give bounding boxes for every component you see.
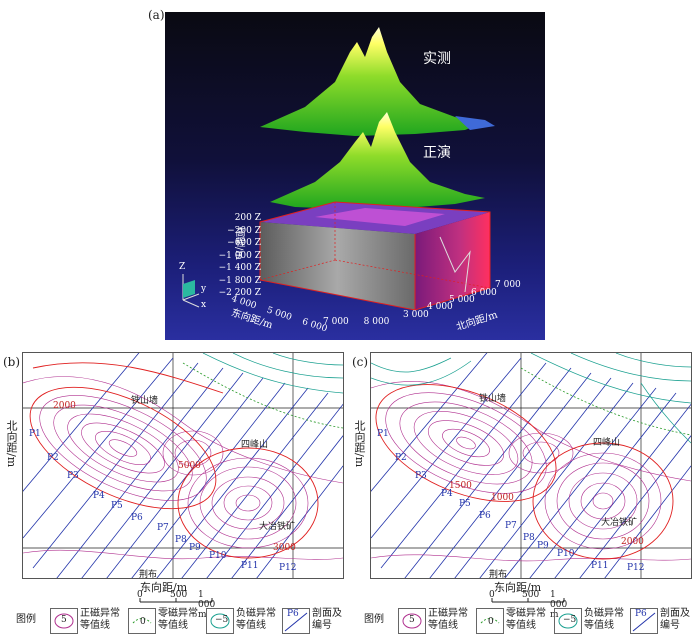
profile-p1-c: P1 [377, 429, 389, 439]
panel-c-y-axis-label: 北向距/m [353, 420, 366, 468]
place-tieshanqiang-c: 铁山墙 [479, 394, 507, 404]
north-tick-0: 3 000 [403, 310, 429, 320]
elevation-ticks: 200 Z −200 Z −600 Z −1 000 Z −1 400 Z −1… [218, 213, 261, 298]
profile-p6-b: P6 [131, 513, 143, 523]
profile-p12-c: P12 [627, 563, 645, 573]
panel-b-map: 铁山墙 四峰山 大冶铁矿 荆布 2000 5000 3000 P1 P2 P3 … [22, 352, 344, 579]
contour-c-1: 1000 [491, 493, 514, 503]
panel-a-label: (a) [148, 8, 165, 22]
profile-p3-b: P3 [67, 471, 79, 481]
profile-p6-c: P6 [479, 511, 491, 521]
profile-p7-b: P7 [157, 523, 169, 533]
place-sifengshan-b: 四峰山 [241, 440, 269, 450]
triad-x: x [201, 300, 207, 310]
elevation-axis-label: 高程/m [233, 227, 244, 260]
forward-surface [270, 112, 485, 209]
measured-label: 实测 [423, 51, 451, 67]
contour-b-1: 5000 [178, 461, 201, 471]
place-daye-c: 大冶铁矿 [601, 518, 638, 528]
contour-b-2: 3000 [273, 543, 296, 553]
profile-p3-c: P3 [415, 471, 427, 481]
profile-p4-b: P4 [93, 491, 105, 501]
place-daye-b: 大冶铁矿 [259, 522, 296, 532]
north-tick-1: 4 000 [427, 302, 453, 312]
profile-p2-c: P2 [395, 453, 407, 463]
north-tick-3: 6 000 [471, 288, 497, 298]
profile-p11-c: P11 [591, 561, 609, 571]
triad-z: Z [179, 262, 186, 272]
profile-p5-c: P5 [459, 499, 471, 509]
profile-p9-c: P9 [537, 541, 549, 551]
profile-p8-c: P8 [523, 533, 535, 543]
east-ticks-2: 7 000 8 000 [323, 317, 390, 327]
panel-c-label: (c) [352, 355, 369, 369]
profile-p1-b: P1 [29, 429, 41, 439]
north-tick-4: 7 000 [495, 280, 521, 290]
triad-y: y [201, 284, 207, 294]
place-sifengshan-c: 四峰山 [593, 438, 621, 448]
profile-p11-b: P11 [241, 561, 259, 571]
measured-surface [260, 27, 495, 136]
profile-p8-b: P8 [175, 535, 187, 545]
panel-c-map: 铁山墙 四峰山 大冶铁矿 荆布 1500 1000 2000 P1 P2 P3 … [370, 352, 692, 579]
panel-a-3d-view: Z y x 实测 正演 200 Z −200 Z −600 Z −1 000 Z… [165, 12, 545, 340]
profile-p9-b: P9 [189, 543, 201, 553]
profile-p10-c: P10 [557, 549, 575, 559]
forward-label: 正演 [423, 145, 451, 161]
legend-c: 图例 5 正磁异常等值线 0 零磁异常等值线 −5 负磁异常等值线 P6 剖面及… [358, 606, 693, 636]
profile-p12-b: P12 [279, 563, 297, 573]
north-tick-2: 5 000 [449, 295, 475, 305]
panel-b-x-axis-label: 东向距/m [140, 581, 188, 594]
place-tieshanqiang-b: 铁山墙 [131, 396, 159, 406]
profile-p10-b: P10 [209, 551, 227, 561]
profile-p4-c: P4 [441, 489, 453, 499]
contour-c-2: 2000 [621, 537, 644, 547]
scale-bar-c: 0 500 1 000 m [489, 590, 568, 620]
axis-triad [182, 274, 200, 308]
contour-b-0: 2000 [53, 401, 76, 411]
profile-p7-c: P7 [505, 521, 517, 531]
panel-c-x-axis-label: 东向距/m [494, 581, 542, 594]
place-jingbu-b: 荆布 [139, 570, 158, 579]
legend-b: 图例 5 正磁异常等值线 0 零磁异常等值线 −5 负磁异常等值线 P6 剖面及… [10, 606, 345, 636]
panel-b-label: (b) [3, 355, 21, 369]
contour-c-0: 1500 [449, 481, 472, 491]
panel-b-y-axis-label: 北向距/m [5, 420, 18, 468]
block-model [259, 201, 491, 311]
profile-p5-b: P5 [111, 501, 123, 511]
place-jingbu-c: 荆布 [489, 570, 508, 579]
profile-p2-b: P2 [47, 453, 59, 463]
scale-bar-b: 0 500 1 000 m [137, 590, 216, 620]
